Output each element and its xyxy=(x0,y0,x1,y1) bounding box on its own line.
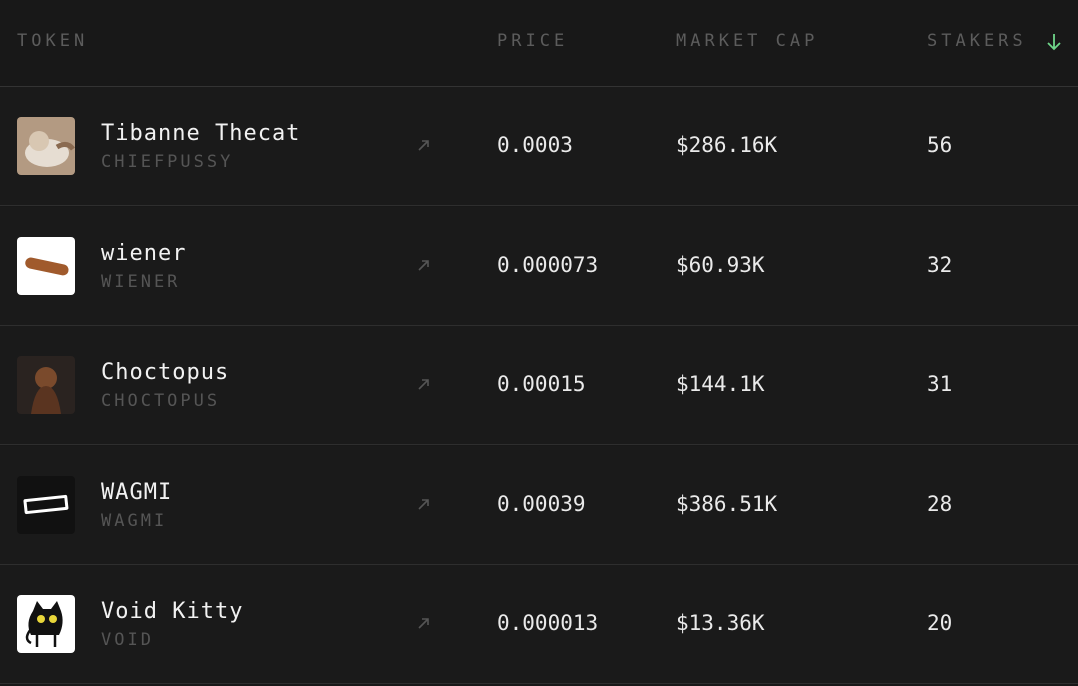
price: 0.00039 xyxy=(497,491,586,516)
table-row[interactable]: WAGMI WAGMI 0.00039 $386.51K 28 xyxy=(0,445,1078,565)
token-image xyxy=(17,475,75,534)
market-cap: $386.51K xyxy=(676,491,778,516)
external-link[interactable] xyxy=(417,615,431,634)
token-icon xyxy=(17,117,75,175)
table-row[interactable]: Void Kitty VOID 0.000013 $13.36K 20 xyxy=(0,565,1078,685)
arrow-icon xyxy=(418,140,429,151)
token-icon xyxy=(17,356,75,415)
table-row[interactable]: wiener WIENER 0.000073 $60.93K 32 xyxy=(0,206,1078,326)
table-row[interactable]: Tibanne Thecat CHIEFPUSSY 0.0003 $286.16K 56 xyxy=(0,87,1078,206)
arrow-icon xyxy=(418,498,429,510)
external-link[interactable] xyxy=(417,496,431,515)
column-header[interactable]: MARKET CAP xyxy=(676,31,819,51)
token-icon xyxy=(17,236,75,295)
token-image xyxy=(17,117,75,175)
token-symbol: WAGMI xyxy=(101,510,168,531)
stakers: 31 xyxy=(927,372,953,397)
token-name: Choctopus xyxy=(101,360,230,386)
table-row[interactable]: Choctopus CHOCTOPUS 0.00015 $144.1K 31 xyxy=(0,326,1078,446)
table-header: TOKEN PRICE MARKET CAP STAKERS xyxy=(0,0,1078,87)
price: 0.00015 xyxy=(497,372,586,397)
market-cap: $286.16K xyxy=(676,133,778,157)
token-icon xyxy=(17,475,75,534)
arrow-icon xyxy=(418,618,429,629)
column-header[interactable]: TOKEN xyxy=(17,31,89,51)
price: 0.000073 xyxy=(497,252,599,277)
token-symbol: CHOCTOPUS xyxy=(101,391,221,412)
arrow-icon xyxy=(418,259,429,271)
market-cap: $60.93K xyxy=(676,252,765,277)
token-symbol: VOID xyxy=(101,630,154,651)
market-cap: $144.1K xyxy=(676,372,765,397)
external-link[interactable] xyxy=(417,376,431,395)
token-name: WAGMI xyxy=(101,479,173,505)
token-image xyxy=(17,236,75,295)
column-header[interactable]: STAKERS xyxy=(927,31,1027,51)
market-cap: $13.36K xyxy=(676,611,765,636)
price: 0.0003 xyxy=(497,133,573,157)
token-name: wiener xyxy=(101,240,187,266)
column-header[interactable]: PRICE xyxy=(497,31,569,51)
stakers: 28 xyxy=(927,491,953,516)
price: 0.000013 xyxy=(497,611,599,636)
external-link[interactable] xyxy=(417,137,431,156)
token-symbol: CHIEFPUSSY xyxy=(101,152,234,172)
stakers: 32 xyxy=(927,252,953,277)
stakers: 56 xyxy=(927,133,953,157)
token-symbol: WIENER xyxy=(101,271,181,292)
token-icon xyxy=(17,595,75,654)
token-name: Tibanne Thecat xyxy=(101,121,301,146)
arrow-icon xyxy=(418,379,429,390)
token-name: Void Kitty xyxy=(101,599,244,625)
external-link[interactable] xyxy=(417,257,431,276)
stakers: 20 xyxy=(927,611,953,636)
sort-icon[interactable] xyxy=(1046,33,1062,51)
token-image xyxy=(17,595,75,654)
token-image xyxy=(17,356,75,415)
